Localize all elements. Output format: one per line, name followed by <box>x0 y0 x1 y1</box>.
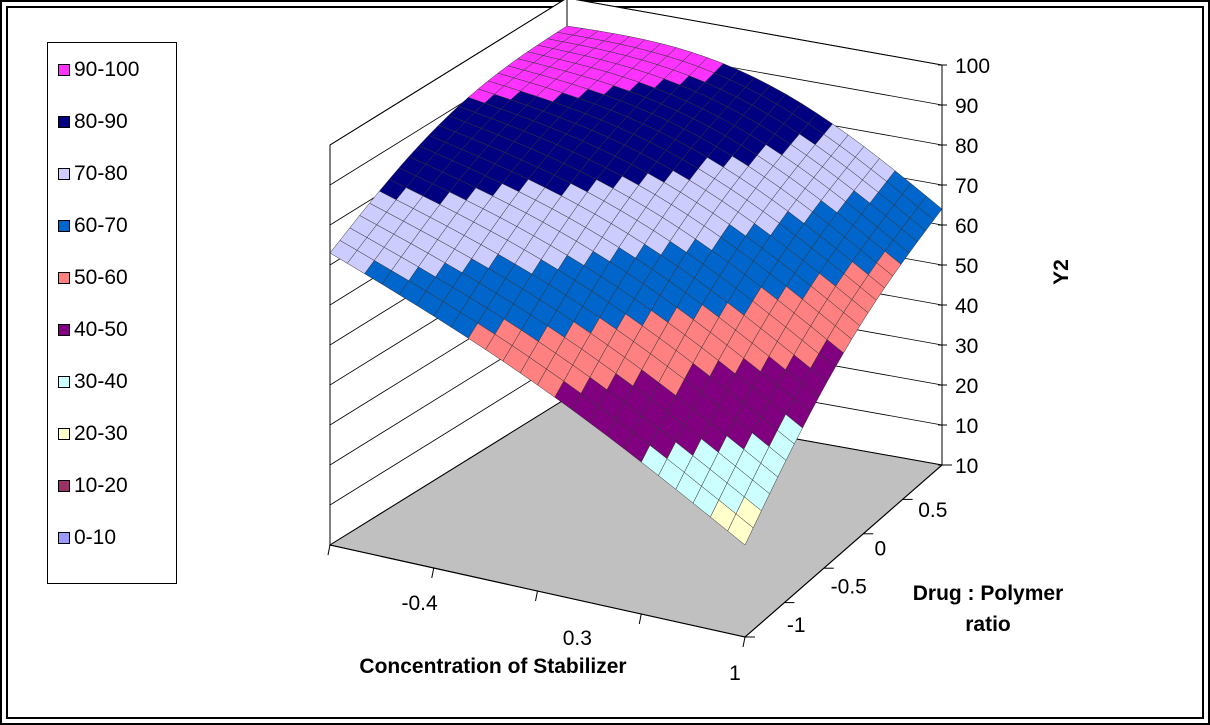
legend-item: 50-60 <box>58 266 128 290</box>
legend-item: 0-10 <box>58 526 116 550</box>
legend-item: 90-100 <box>58 58 139 82</box>
legend-label: 70-80 <box>74 162 128 185</box>
legend-label: 50-60 <box>74 266 128 289</box>
legend-item: 70-80 <box>58 162 128 186</box>
legend-swatch <box>58 480 70 492</box>
legend-item: 30-40 <box>58 370 128 394</box>
y-tick-label: -0.5 <box>831 576 867 599</box>
legend-label: 0-10 <box>74 526 117 549</box>
x-tick-label: -0.4 <box>402 592 439 615</box>
x-tick-label: 0.3 <box>563 627 592 650</box>
legend-item: 10-20 <box>58 474 128 498</box>
legend-label: 40-50 <box>74 318 128 341</box>
legend-swatch <box>58 64 70 76</box>
legend-item: 40-50 <box>58 318 128 342</box>
legend-label: 80-90 <box>74 110 128 133</box>
z-tick-label: 60 <box>955 215 978 238</box>
legend-label: 10-20 <box>74 474 128 497</box>
z-tick-label: 10 <box>955 455 978 478</box>
z-tick-label: 10 <box>955 415 978 438</box>
legend-swatch <box>58 532 70 544</box>
x-tick-label: 1 <box>729 662 741 685</box>
z-tick-label: 100 <box>955 55 990 78</box>
legend-swatch <box>58 272 70 284</box>
x-axis-label: Concentration of Stabilizer <box>359 655 626 678</box>
legend-item: 80-90 <box>58 110 128 134</box>
legend-swatch <box>58 116 70 128</box>
z-tick-label: 90 <box>955 95 978 118</box>
legend-swatch <box>58 324 70 336</box>
legend-swatch <box>58 220 70 232</box>
z-tick-label: 70 <box>955 175 978 198</box>
y-axis-label-line1: Drug : Polymer <box>913 582 1064 605</box>
legend-swatch <box>58 168 70 180</box>
legend-item: 20-30 <box>58 422 128 446</box>
legend-item: 60-70 <box>58 214 128 238</box>
legend-swatch <box>58 428 70 440</box>
surface-cell <box>727 513 754 546</box>
legend-label: 60-70 <box>74 214 128 237</box>
z-tick-label: 80 <box>955 135 978 158</box>
y-axis: -1 -0.5 0 0.5 <box>744 464 952 638</box>
y-tick-label: -1 <box>787 614 806 637</box>
z-axis-label: Y2 <box>1050 259 1073 285</box>
z-axis: 10 10 20 30 40 50 60 70 80 90 100 <box>938 55 990 478</box>
x-axis: -0.4 0.3 1 <box>327 544 746 685</box>
y-tick-label: 0.5 <box>918 499 947 522</box>
legend-label: 20-30 <box>74 422 128 445</box>
y-tick-label: 0 <box>874 537 886 560</box>
y-axis-label-line2: ratio <box>965 613 1011 636</box>
legend-swatch <box>58 376 70 388</box>
legend-label: 30-40 <box>74 370 128 393</box>
legend-label: 90-100 <box>74 58 140 81</box>
z-tick-label: 50 <box>955 255 978 278</box>
z-tick-label: 20 <box>955 375 978 398</box>
z-tick-label: 40 <box>955 295 978 318</box>
response-surface <box>329 25 943 546</box>
legend: 90-100 80-90 70-80 60-70 50-60 40-50 30-40 20-3… <box>47 42 177 584</box>
z-tick-label: 30 <box>955 335 978 358</box>
